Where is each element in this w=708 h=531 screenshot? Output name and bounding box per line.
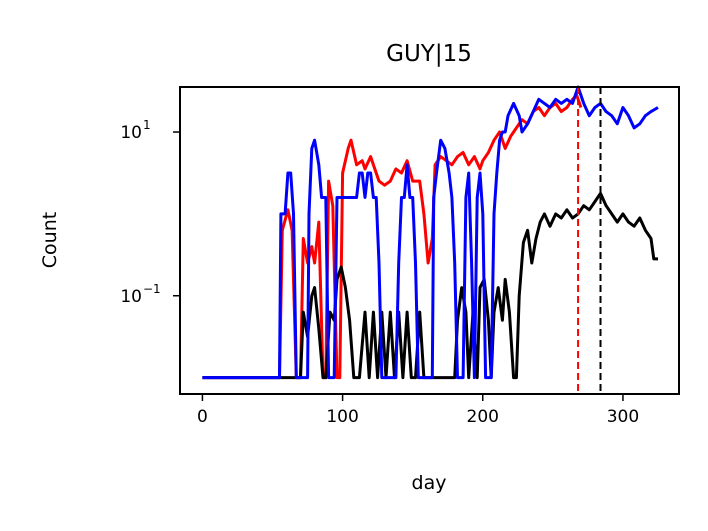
chart-title: GUY|15 [386,41,472,67]
y-tick-exponent: −1 [143,282,161,296]
x-tick-layer: 0 100 200 300 [197,394,639,427]
x-tick-label: 100 [326,407,358,427]
vline-layer [577,87,602,394]
series-layer [202,85,659,380]
x-axis-label: day [412,472,447,494]
y-tick-label: 10 [120,123,142,143]
plot-area [180,87,679,394]
x-tick-label: 300 [607,407,639,427]
x-tick-label: 200 [467,407,499,427]
y-axis-label: Count [39,212,61,268]
y-tick-label: 10 [120,287,142,307]
series-line-1 [202,93,583,380]
series-line-3 [202,85,659,380]
plot-frame [179,86,680,395]
x-tick-label: 0 [197,407,208,427]
y-tick-exponent: 1 [143,118,151,132]
